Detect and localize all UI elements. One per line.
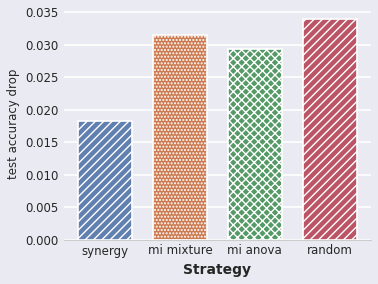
Bar: [303, 19, 357, 240]
Bar: [78, 121, 132, 240]
Bar: [153, 35, 207, 240]
Bar: [228, 49, 282, 240]
X-axis label: Strategy: Strategy: [183, 263, 251, 277]
Y-axis label: test accuracy drop: test accuracy drop: [7, 69, 20, 179]
